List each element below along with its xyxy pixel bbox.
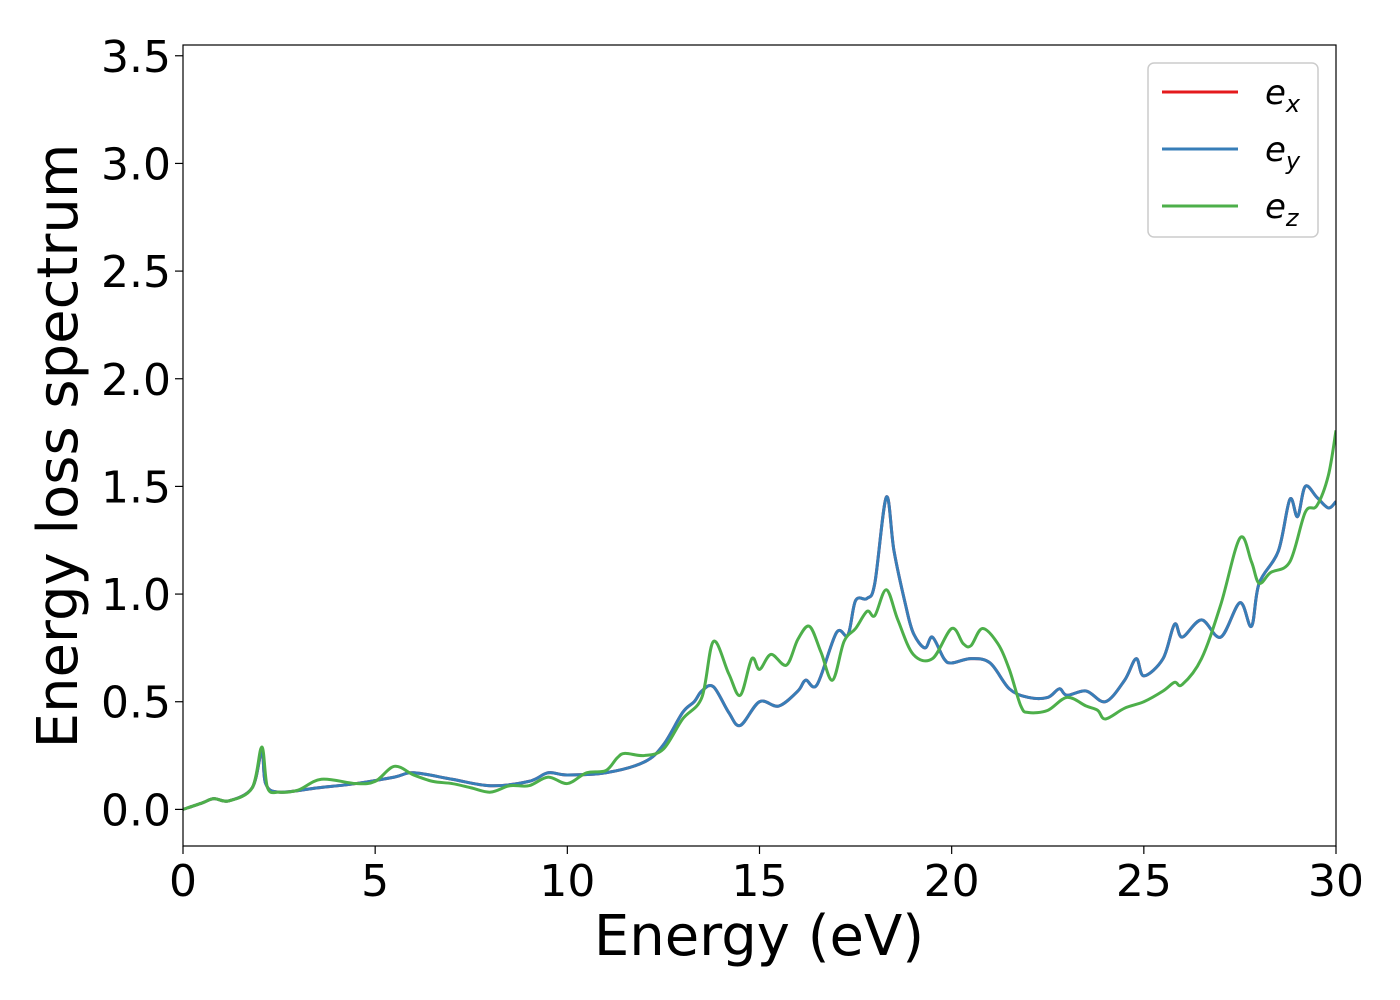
series-layer [183,430,1336,811]
y-tick-label: 1.0 [101,570,171,621]
x-axis: 0 5 10 15 20 25 30 [169,846,1364,907]
y-axis-title: Energy loss spectrum [26,144,91,749]
y-tick-label: 3.0 [101,139,171,190]
legend-items: ex ey ez [1162,73,1301,232]
legend-label: ey [1265,130,1301,175]
series-line-ey [183,484,1336,811]
legend-label: ez [1265,187,1300,232]
y-tick-label: 2.0 [101,355,171,406]
x-tick-label: 30 [1308,856,1364,907]
y-axis: 0.0 0.5 1.0 1.5 2.0 2.5 3.0 3.5 [101,32,183,836]
x-tick-label: 25 [1116,856,1172,907]
x-tick-label: 20 [924,856,980,907]
x-tick-label: 5 [361,856,389,907]
legend: ex ey ez [1147,62,1319,238]
x-tick-label: 10 [539,856,595,907]
y-tick-label: 2.5 [101,247,171,298]
legend-label: ex [1265,73,1301,118]
y-tick-label: 1.5 [101,462,171,513]
plot-background [183,45,1336,846]
y-tick-label: 0.5 [101,678,171,729]
x-tick-label: 15 [732,856,788,907]
x-axis-title: Energy (eV) [594,904,924,969]
series-line-ez [183,430,1336,811]
y-tick-label: 0.0 [101,785,171,836]
y-tick-label: 3.5 [101,32,171,83]
x-tick-label: 0 [169,856,197,907]
